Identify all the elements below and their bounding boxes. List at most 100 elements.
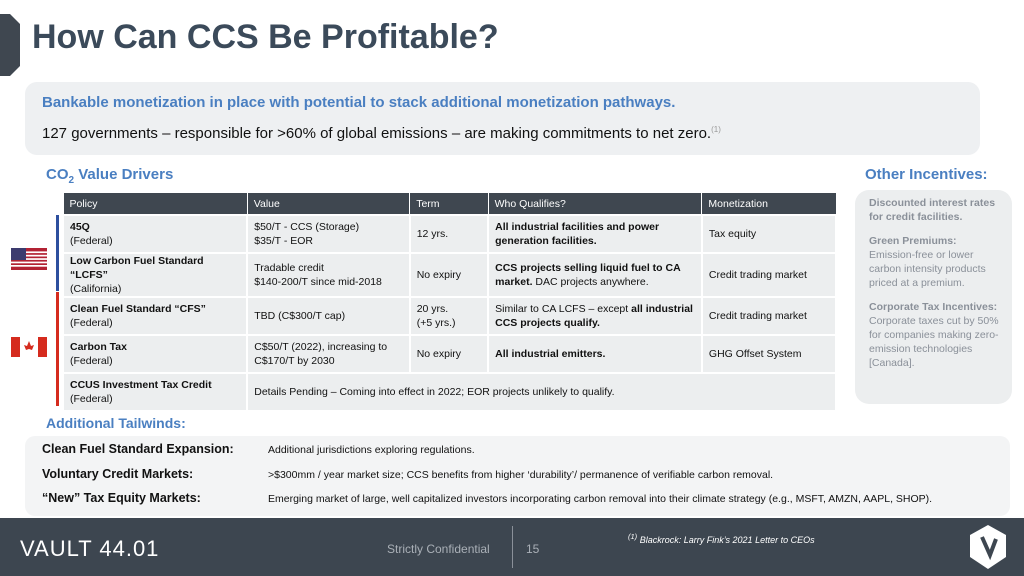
row: Clean Fuel Standard “CFS” (Federal) TBD (C…: [61, 296, 838, 336]
row: 45Q (Federal) $50/T - CCS (Storage) $35/T -…: [61, 214, 838, 254]
term-cell: 20 yrs. (+5 yrs.): [408, 296, 490, 336]
incentive-text: Corporate taxes cut by 50% for companies…: [869, 315, 999, 369]
line: No expiry: [416, 269, 462, 281]
tailwind-label: Clean Fuel Standard Expansion:: [42, 442, 234, 456]
qualifies-text: all industrial CCS projects qualify.: [495, 303, 693, 329]
page-number: 15: [526, 542, 540, 556]
t: Blackrock: Larry Fink’s 2021 Letter to C…: [639, 535, 815, 545]
incentive: Corporate Tax Incentives: Corporate taxe…: [869, 300, 1004, 370]
t: Value Drivers: [74, 166, 174, 183]
t: 2: [68, 175, 75, 186]
banner: Bankable monetization in place with pote…: [25, 82, 980, 155]
column-header: Policy: [62, 192, 248, 216]
incentive-label: Green Premiums:: [869, 235, 957, 247]
region: (California): [70, 283, 122, 295]
t: (1): [628, 532, 638, 541]
region: (Federal): [70, 393, 113, 405]
confidential: Strictly Confidential: [387, 542, 490, 556]
qualifies-cell: All industrial emitters.: [487, 334, 703, 374]
qualifies-text: All industrial emitters.: [495, 348, 606, 360]
logo: VAULT 44.01: [20, 536, 160, 561]
line: $35/T - EOR: [254, 235, 313, 247]
monetization-cell: Credit trading market: [700, 296, 838, 336]
incentive-text: Emission-free or lower carbon intensity …: [869, 249, 986, 289]
row: CCUS Investment Tax Credit (Federal) Detai…: [61, 372, 837, 412]
policy: Carbon Tax: [70, 341, 127, 353]
row: Low Carbon Fuel Standard “LCFS” (Californ…: [61, 252, 838, 298]
policy-cell: Clean Fuel Standard “CFS” (Federal): [61, 296, 249, 336]
policy: CCUS Investment Tax Credit: [70, 379, 212, 391]
policy-cell: 45Q (Federal): [61, 214, 249, 254]
line: No expiry: [416, 348, 462, 360]
monetization-cell: Credit trading market: [700, 252, 838, 298]
policy-cell: CCUS Investment Tax Credit (Federal): [61, 372, 249, 412]
policy-cell: Carbon Tax (Federal): [61, 334, 249, 374]
column-header: Term: [409, 192, 489, 216]
text: 127 governments – responsible for >60% o…: [42, 125, 712, 142]
row: Carbon Tax (Federal) C$50/T (2022), increa…: [61, 334, 838, 374]
tailwind-text: Additional jurisdictions exploring regul…: [268, 444, 475, 456]
incentive: Green Premiums: Emission-free or lower c…: [869, 234, 1004, 290]
banner-headline: Bankable monetization in place with pote…: [42, 94, 676, 111]
policy: 45Q: [70, 221, 90, 233]
divider: [512, 526, 513, 568]
line: TBD (C$300/T cap): [254, 310, 346, 322]
value-cell: C$50/T (2022), increasing to C$170/T by …: [246, 334, 411, 374]
term-cell: 12 yrs.: [408, 214, 490, 254]
footnote: (1) Blackrock: Larry Fink’s 2021 Letter …: [628, 532, 815, 545]
incentive: Discounted interest rates for credit fac…: [869, 196, 1004, 224]
tailwind-text: >$300mm / year market size; CCS benefits…: [268, 468, 774, 481]
line: $50/T - CCS (Storage): [254, 221, 360, 233]
details-cell: Details Pending – Coming into effect in …: [246, 372, 837, 412]
line: $140-200/T since mid-2018: [254, 276, 382, 288]
other-incentives: Discounted interest rates for credit fac…: [855, 190, 1012, 404]
qualifies-cell: Similar to CA LCFS – except all industri…: [487, 296, 703, 336]
qualifies-cell: All industrial facilities and power gene…: [487, 214, 703, 254]
footer: VAULT 44.01 Strictly Confidential 15 (1)…: [0, 518, 1024, 576]
note-ref: (1): [711, 125, 721, 134]
term-cell: No expiry: [408, 334, 490, 374]
region: (Federal): [70, 235, 113, 247]
tailwind-text: Emerging market of large, well capitaliz…: [268, 493, 933, 505]
region: (Federal): [70, 317, 113, 329]
incentive-label: Corporate Tax Incentives:: [869, 301, 998, 313]
policy-table: Policy Value Term Who Qualifies? Monetizatio…: [61, 192, 838, 412]
ca-flag: [11, 337, 47, 357]
logo-icon: [970, 525, 1006, 569]
qualifies-text: All industrial facilities and power gene…: [495, 221, 660, 247]
policy: Low Carbon Fuel Standard “LCFS”: [70, 255, 204, 281]
tailwind-label: “New” Tax Equity Markets:: [42, 491, 201, 505]
qualifies-text: CCS projects selling liquid fuel to CA m…: [495, 262, 681, 288]
term-cell: No expiry: [408, 252, 490, 298]
qualifies-text: Similar to CA LCFS – except: [495, 303, 632, 315]
ca-bar: [56, 292, 59, 406]
line: C$50/T (2022), increasing to C$170/T by …: [254, 341, 388, 367]
tailwind-label: Voluntary Credit Markets:: [42, 466, 194, 481]
line: 20 yrs.: [416, 303, 449, 315]
line: 12 yrs.: [416, 228, 449, 240]
value-cell: TBD (C$300/T cap): [246, 296, 411, 336]
policy-cell: Low Carbon Fuel Standard “LCFS” (Californ…: [61, 252, 249, 298]
drivers-heading: CO2 Value Drivers: [46, 166, 173, 186]
line: Tradable credit: [254, 262, 324, 274]
monetization-cell: Tax equity: [700, 214, 838, 254]
column-header: Value: [246, 192, 411, 216]
tailwinds-box: Clean Fuel Standard Expansion: Additional…: [25, 436, 1010, 516]
tailwinds-heading: Additional Tailwinds:: [46, 415, 186, 431]
t: CO: [46, 166, 69, 183]
other-heading: Other Incentives:: [865, 166, 988, 183]
column-header: Monetization: [701, 192, 837, 216]
column-header: Who Qualifies?: [487, 192, 703, 216]
us-bar: [56, 215, 59, 291]
value-cell: $50/T - CCS (Storage) $35/T - EOR: [246, 214, 411, 254]
qualifies-text: DAC projects anywhere.: [532, 276, 649, 288]
us-flag: [11, 248, 47, 270]
policy: Clean Fuel Standard “CFS”: [70, 303, 206, 315]
title-marker: [0, 14, 20, 76]
line: (+5 yrs.): [416, 317, 456, 329]
incentive-label: Discounted interest rates for credit fac…: [869, 197, 996, 223]
qualifies-cell: CCS projects selling liquid fuel to CA m…: [487, 252, 703, 298]
monetization-cell: GHG Offset System: [700, 334, 838, 374]
region: (Federal): [70, 355, 113, 367]
